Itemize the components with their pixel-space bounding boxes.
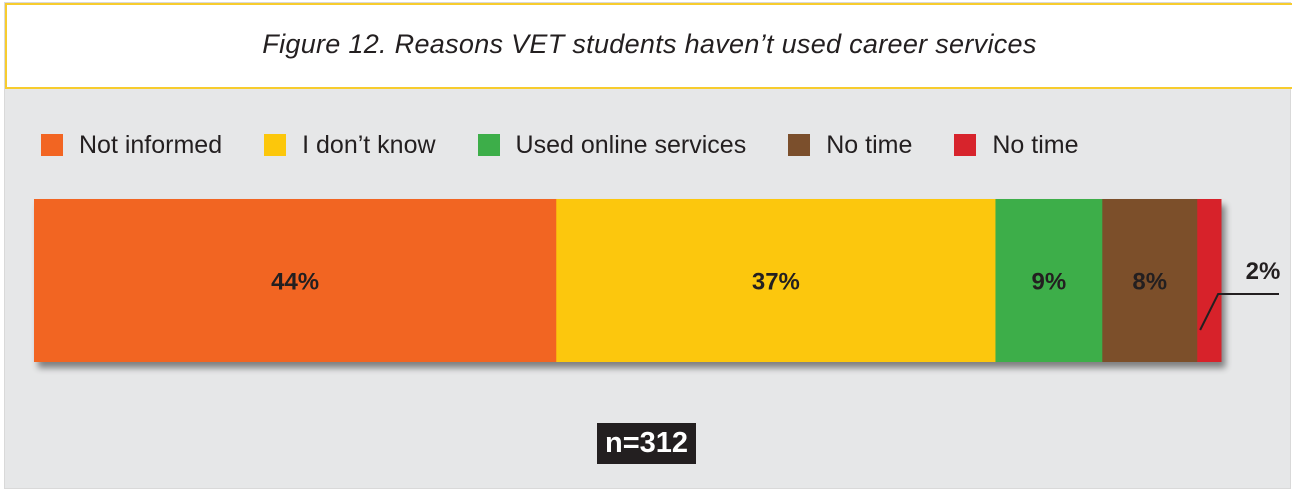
legend-swatch	[954, 134, 977, 156]
legend-label: Not informed	[79, 130, 223, 159]
bar-segment	[1102, 199, 1198, 362]
data-label: 8%	[1132, 269, 1167, 296]
legend-swatch	[264, 134, 287, 156]
data-label: 2%	[1246, 258, 1281, 285]
data-label: 37%	[752, 269, 800, 296]
data-label: 9%	[1032, 269, 1067, 296]
legend-item-dont-know: I don’t know	[264, 130, 436, 160]
stacked-bar-chart: 44% 37% 9% 8% 2%	[34, 199, 1281, 362]
bar-segment	[34, 199, 557, 362]
legend-swatch	[41, 134, 63, 156]
sample-size-badge: n=312	[597, 423, 697, 464]
legend-swatch	[788, 134, 811, 156]
figure-panel: Figure 12. Reasons VET students haven’t …	[4, 2, 1292, 489]
legend-label: I don’t know	[302, 130, 436, 159]
legend-item-used-online-services: Used online services	[477, 130, 747, 160]
legend-label: No time	[992, 130, 1079, 159]
title-box: Figure 12. Reasons VET students haven’t …	[5, 3, 1292, 89]
bar-segment	[1197, 199, 1222, 362]
legend-item-no-time: No time	[788, 131, 912, 160]
chart-title: Figure 12. Reasons VET students haven’t …	[262, 29, 1037, 59]
legend: Not informed I don’t know Used online se…	[41, 128, 1079, 162]
bar-segment	[995, 199, 1103, 362]
legend-label: No time	[826, 130, 913, 159]
legend-item-not-informed: Not informed	[41, 131, 222, 160]
legend-swatch	[477, 134, 500, 156]
callout-leader-line	[1199, 293, 1279, 331]
legend-item-no-time-2: No time	[954, 130, 1079, 160]
data-label: 44%	[271, 269, 319, 296]
legend-label: Used online services	[515, 130, 747, 159]
bar-segment	[556, 199, 996, 362]
